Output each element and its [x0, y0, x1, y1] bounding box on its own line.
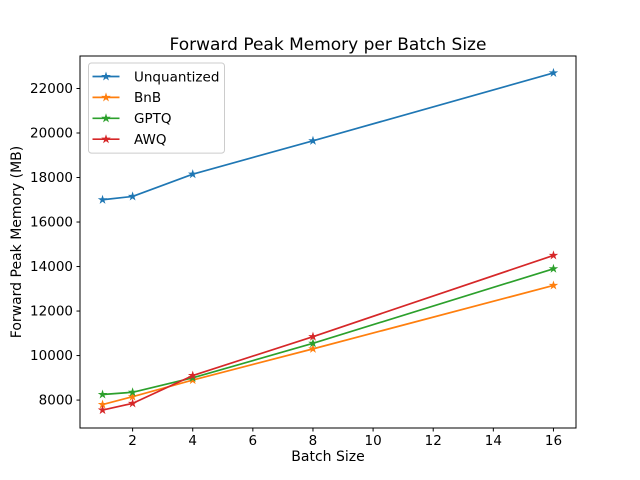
x-tick-label: 6	[249, 433, 258, 449]
series-AWQ	[97, 250, 559, 415]
data-point-marker	[127, 191, 138, 201]
data-point-marker	[308, 343, 318, 353]
x-tick-label: 14	[485, 433, 502, 449]
y-tick-label: 20000	[30, 126, 73, 142]
legend-label: GPTQ	[134, 111, 171, 127]
data-point-marker	[308, 331, 318, 341]
legend-entry-GPTQ: GPTQ	[92, 111, 171, 127]
data-point-marker	[548, 250, 559, 260]
legend-entry-Unquantized: Unquantized	[92, 69, 219, 85]
chart-title: Forward Peak Memory per Batch Size	[169, 35, 487, 55]
series-line	[101, 254, 555, 411]
legend-label: Unquantized	[134, 69, 219, 85]
data-point-marker	[101, 134, 111, 144]
y-tick-label: 18000	[30, 170, 73, 186]
data-point-marker	[127, 387, 138, 397]
x-axis-label: Batch Size	[291, 449, 365, 465]
data-point-marker	[101, 113, 111, 123]
data-point-marker	[548, 67, 559, 77]
legend-entry-BnB: BnB	[92, 90, 161, 106]
data-point-marker	[97, 194, 108, 204]
x-tick-label: 8	[309, 433, 318, 449]
y-tick-label: 14000	[30, 259, 73, 275]
data-point-marker	[308, 135, 318, 145]
legend: Unquantized BnB GPTQ AWQ	[88, 62, 225, 154]
series-Unquantized	[97, 67, 559, 204]
data-point-marker	[127, 398, 138, 408]
data-point-marker	[548, 263, 559, 273]
data-point-marker	[97, 405, 108, 415]
axes-box	[79, 55, 577, 429]
y-tick-label: 10000	[30, 348, 73, 364]
data-point-marker	[101, 92, 111, 102]
legend-label: AWQ	[134, 132, 166, 148]
y-tick-label: 22000	[30, 81, 73, 97]
data-point-marker	[101, 71, 111, 81]
data-point-marker	[97, 399, 108, 409]
data-point-marker	[308, 338, 318, 348]
x-tick-label: 4	[188, 433, 197, 449]
y-tick-label: 8000	[39, 393, 73, 409]
data-point-marker	[187, 370, 198, 380]
data-point-marker	[127, 391, 138, 401]
data-point-marker	[548, 280, 559, 290]
data-point-marker	[187, 169, 198, 179]
data-point-marker	[97, 389, 108, 399]
y-tick-label: 12000	[30, 304, 73, 320]
legend-label: BnB	[134, 90, 161, 106]
legend-box	[88, 62, 225, 154]
y-tick-label: 16000	[30, 215, 73, 231]
x-tick-label: 16	[545, 433, 562, 449]
x-tick-label: 2	[128, 433, 137, 449]
legend-entry-AWQ: AWQ	[92, 132, 166, 148]
x-tick-label: 10	[364, 433, 381, 449]
series-BnB	[97, 280, 559, 409]
x-tick-label: 12	[425, 433, 442, 449]
